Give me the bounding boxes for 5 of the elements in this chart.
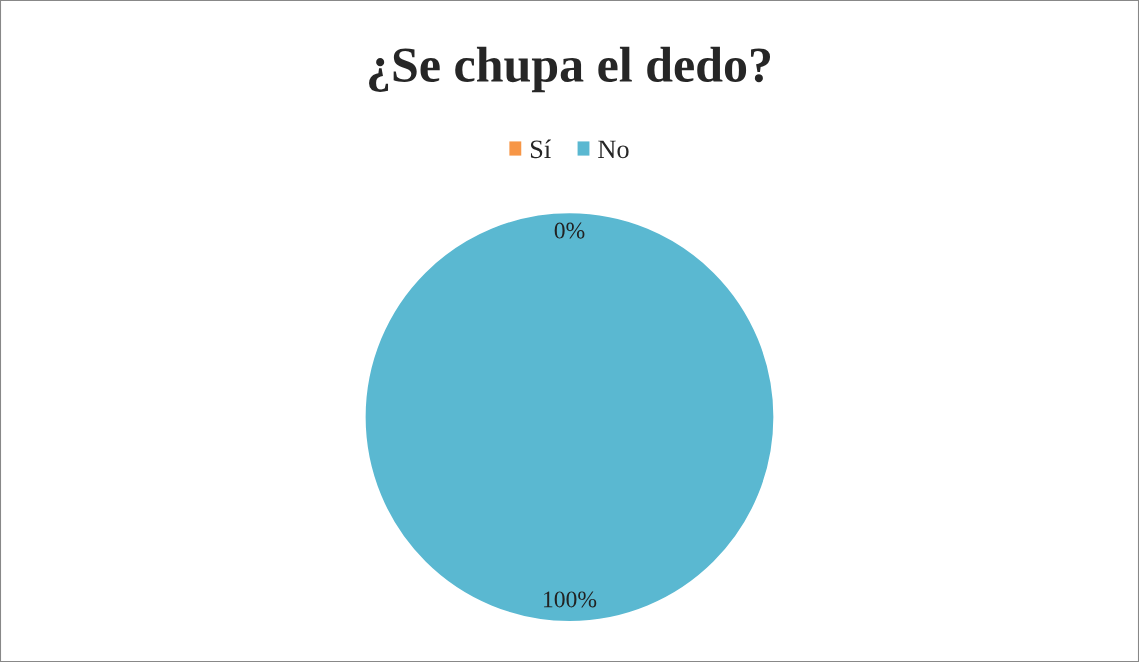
legend-label: No — [598, 140, 629, 159]
text: 0% — [554, 222, 585, 239]
data-label: 100% — [544, 591, 597, 608]
legend-label: Sí — [530, 139, 551, 159]
chart-title: ¿Se chupa el dedo? — [369, 46, 771, 93]
